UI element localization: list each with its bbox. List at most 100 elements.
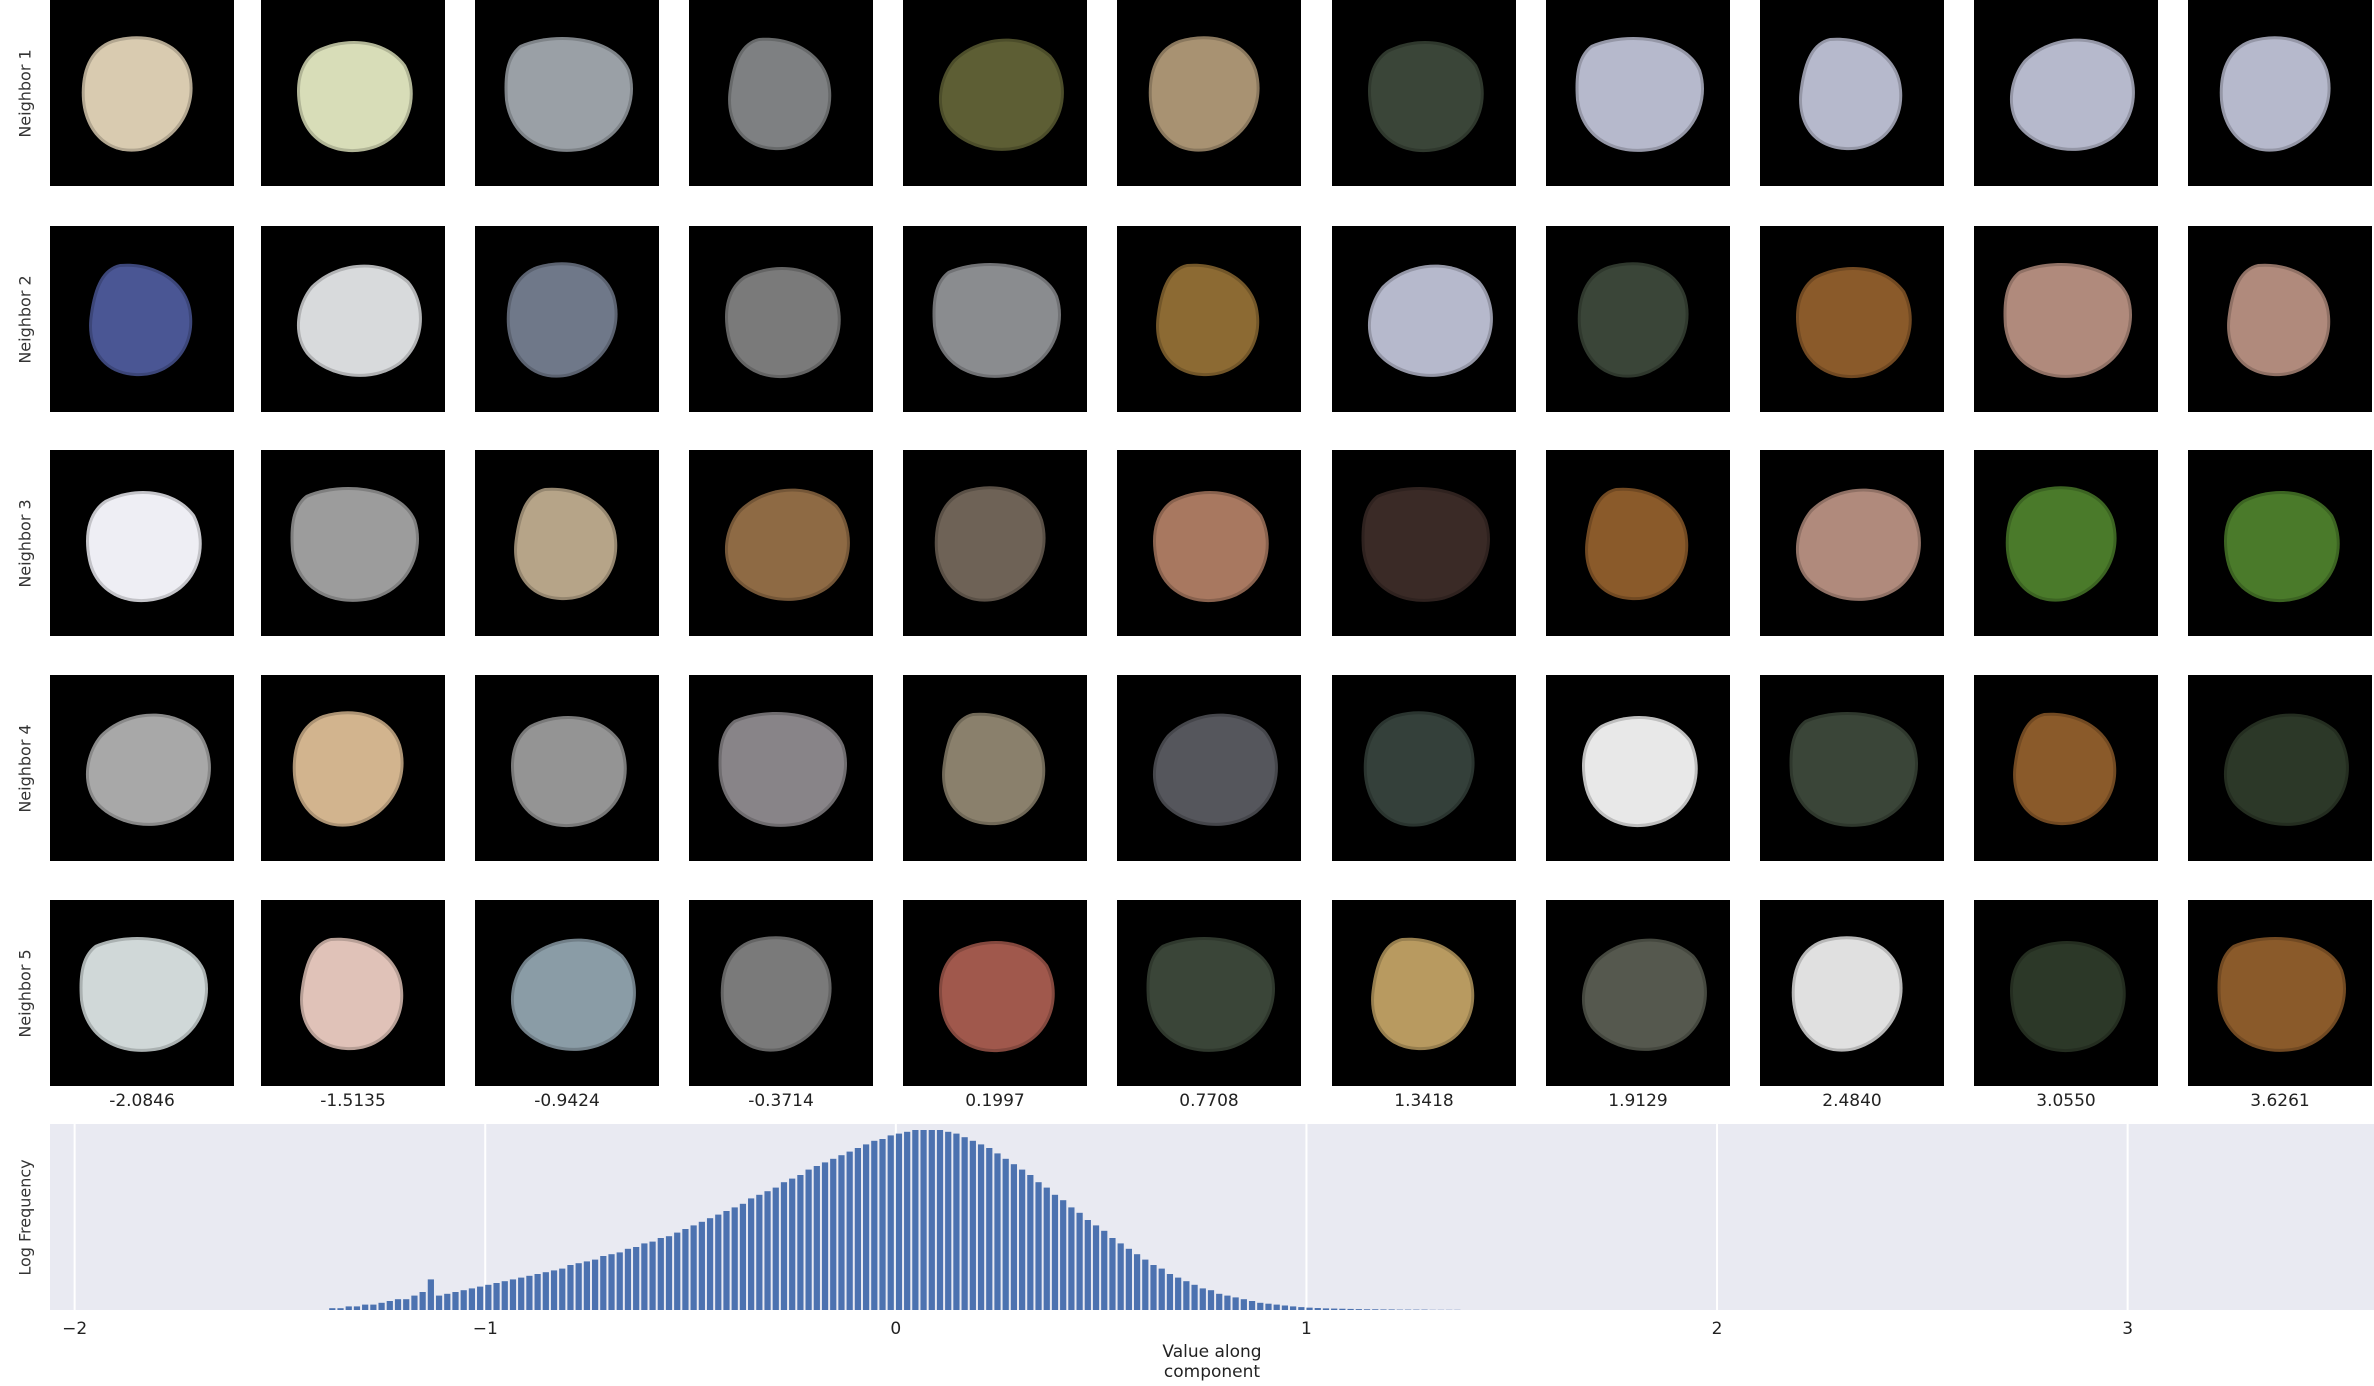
- histogram-bar: [682, 1229, 688, 1310]
- segment-image: [1117, 450, 1301, 636]
- histogram-bar: [1257, 1303, 1263, 1310]
- column-value-label-2: -1.5135: [261, 1091, 445, 1111]
- histogram-bar: [526, 1276, 532, 1310]
- neighbor-tile-r5-c3: [475, 900, 659, 1086]
- segment-image: [50, 226, 234, 412]
- histogram-bar: [370, 1305, 376, 1310]
- segment-image: [50, 0, 234, 186]
- row-label-text: Neighbor 3: [16, 499, 35, 587]
- histogram-bar: [1315, 1308, 1321, 1310]
- row-label-neighbor-2: Neighbor 2: [10, 226, 40, 412]
- neighbor-tile-r1-c10: [1974, 0, 2158, 186]
- histogram-bar: [1109, 1238, 1115, 1310]
- histogram-bar: [1068, 1207, 1074, 1310]
- x-axis-label-text: Value along component: [1112, 1342, 1312, 1382]
- histogram-bar: [789, 1179, 795, 1310]
- histogram-bar: [1142, 1260, 1148, 1310]
- histogram-bar: [920, 1130, 926, 1310]
- histogram-bar: [378, 1303, 384, 1310]
- histogram-bar: [970, 1141, 976, 1310]
- column-value-label-6: 0.7708: [1117, 1091, 1301, 1111]
- neighbor-tile-r2-c4: [689, 226, 873, 412]
- segment-image: [50, 450, 234, 636]
- neighbor-tile-r4-c1: [50, 675, 234, 861]
- neighbor-tile-r3-c1: [50, 450, 234, 636]
- histogram-bar: [1216, 1294, 1222, 1310]
- histogram-bar: [436, 1296, 442, 1310]
- histogram-bar: [1241, 1299, 1247, 1310]
- histogram-bar: [600, 1256, 606, 1310]
- histogram-bar: [904, 1132, 910, 1310]
- neighbor-tile-r2-c1: [50, 226, 234, 412]
- neighbor-tile-r3-c4: [689, 450, 873, 636]
- column-value-label-9: 2.4840: [1760, 1091, 1944, 1111]
- neighbor-tile-r3-c3: [475, 450, 659, 636]
- neighbor-tile-r5-c1: [50, 900, 234, 1086]
- x-tick-label: −1: [473, 1319, 498, 1339]
- neighbor-tile-r1-c5: [903, 0, 1087, 186]
- segment-image: [2188, 0, 2372, 186]
- x-tick-label: 3: [2122, 1319, 2133, 1339]
- histogram-bar: [707, 1218, 713, 1310]
- histogram-bar: [1011, 1164, 1017, 1310]
- neighbor-tile-r5-c4: [689, 900, 873, 1086]
- histogram-bar: [477, 1287, 483, 1310]
- histogram-bar: [1191, 1285, 1197, 1310]
- neighbor-tile-r3-c2: [261, 450, 445, 636]
- segment-image: [1332, 0, 1516, 186]
- histogram-bar: [888, 1135, 894, 1310]
- histogram-bar: [1233, 1297, 1239, 1310]
- histogram-bar: [551, 1270, 557, 1310]
- segment-image: [1117, 226, 1301, 412]
- histogram-bar: [1306, 1308, 1312, 1310]
- x-tick-label: −2: [62, 1319, 87, 1339]
- histogram-bar: [879, 1139, 885, 1310]
- segment-image: [903, 450, 1087, 636]
- segment-image: [475, 675, 659, 861]
- segment-image: [1974, 900, 2158, 1086]
- neighbor-tile-r2-c9: [1760, 226, 1944, 412]
- histogram-bar: [1044, 1188, 1050, 1310]
- histogram-bar: [1323, 1308, 1329, 1310]
- neighbor-tile-r5-c5: [903, 900, 1087, 1086]
- histogram-bar: [461, 1290, 467, 1310]
- histogram-bar: [1372, 1309, 1378, 1310]
- histogram-bar: [576, 1263, 582, 1310]
- histogram-bar: [1200, 1288, 1206, 1310]
- histogram-bar: [953, 1134, 959, 1310]
- histogram-bar: [428, 1279, 434, 1310]
- segment-image: [1760, 900, 1944, 1086]
- row-label-neighbor-3: Neighbor 3: [10, 450, 40, 636]
- histogram-bar: [1274, 1305, 1280, 1310]
- neighbor-tile-r5-c6: [1117, 900, 1301, 1086]
- column-value-label-10: 3.0550: [1974, 1091, 2158, 1111]
- column-value-label-11: 3.6261: [2188, 1091, 2372, 1111]
- segment-image: [1332, 900, 1516, 1086]
- histogram-bar: [584, 1261, 590, 1310]
- neighbor-tile-r3-c8: [1546, 450, 1730, 636]
- neighbor-tile-r1-c11: [2188, 0, 2372, 186]
- histogram-bar: [592, 1260, 598, 1310]
- neighbor-tile-r4-c9: [1760, 675, 1944, 861]
- histogram-bar: [411, 1296, 417, 1310]
- histogram-bar: [1101, 1231, 1107, 1310]
- segment-image: [689, 226, 873, 412]
- histogram-bar: [403, 1299, 409, 1310]
- neighbor-tile-r4-c6: [1117, 675, 1301, 861]
- neighbor-tile-r2-c7: [1332, 226, 1516, 412]
- neighbor-tile-r4-c8: [1546, 675, 1730, 861]
- histogram-bar: [838, 1155, 844, 1310]
- histogram-bar: [986, 1148, 992, 1310]
- neighbor-tile-r1-c3: [475, 0, 659, 186]
- neighbor-tile-r4-c3: [475, 675, 659, 861]
- segment-image: [1546, 226, 1730, 412]
- histogram-bar: [822, 1162, 828, 1310]
- neighbor-tile-r4-c10: [1974, 675, 2158, 861]
- histogram-bar: [559, 1269, 565, 1310]
- neighbor-tile-r5-c9: [1760, 900, 1944, 1086]
- histogram-bar: [502, 1281, 508, 1310]
- segment-image: [1546, 0, 1730, 186]
- neighbor-tile-r1-c9: [1760, 0, 1944, 186]
- histogram-bar: [699, 1222, 705, 1310]
- histogram-bar: [723, 1211, 729, 1310]
